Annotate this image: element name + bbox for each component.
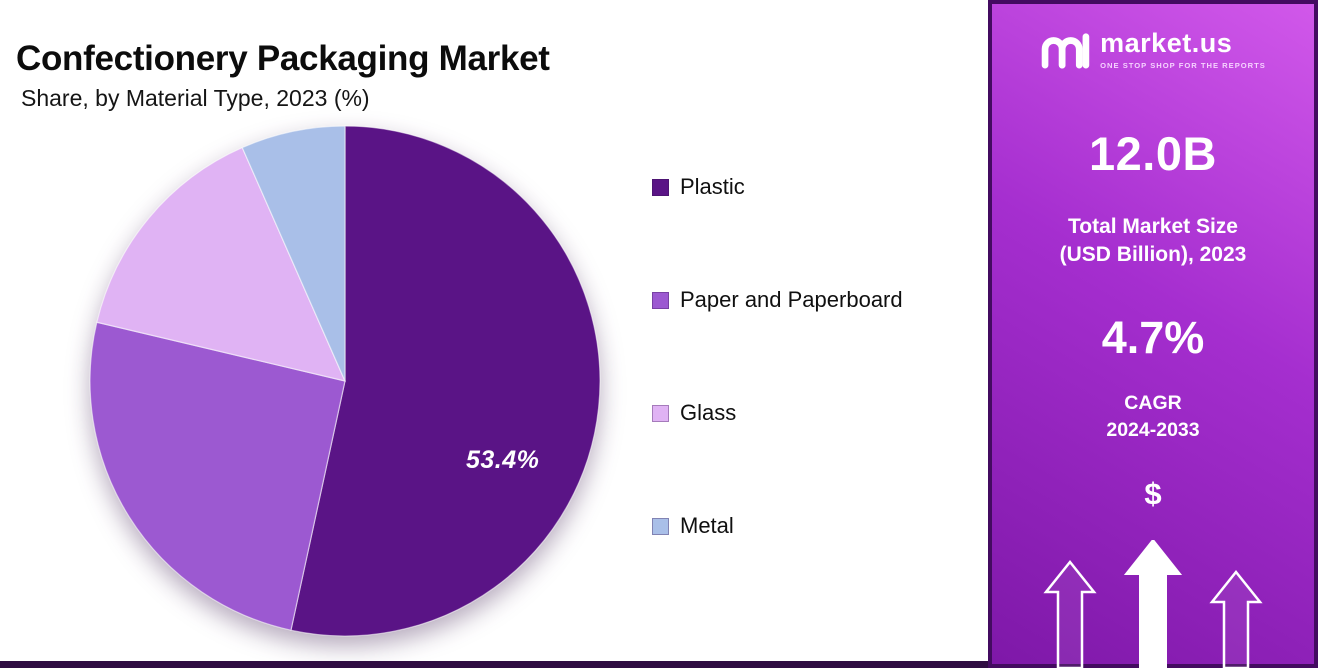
legend-item-paper-and-paperboard: Paper and Paperboard <box>652 287 903 313</box>
legend-label: Plastic <box>680 174 745 199</box>
brand-tagline: ONE STOP SHOP FOR THE REPORTS <box>1100 61 1266 70</box>
legend-item-glass: Glass <box>652 400 903 426</box>
pie-slice-plastic <box>290 125 601 637</box>
pie-slice-glass <box>96 146 347 382</box>
cagr-value: 4.7% <box>1101 311 1205 363</box>
legend-swatch <box>652 517 669 535</box>
legend-swatch <box>652 404 669 422</box>
legend: Plastic Paper and Paperboard Glass Metal <box>652 174 903 539</box>
growth-arrows-icon <box>1043 540 1263 668</box>
market-size-label-line2: (USD Billion), 2023 <box>1059 243 1247 267</box>
pie-slice-paper-and-paperboard <box>89 321 346 631</box>
legend-item-plastic: Plastic <box>652 174 903 200</box>
pie-chart: 53.4% <box>84 120 606 642</box>
cagr-label-line1: CAGR <box>1124 391 1182 414</box>
market-size-label: Total Market Size (USD Billion), 2023 <box>1060 213 1247 270</box>
cagr-label-line2: 2024-2033 <box>1106 418 1200 441</box>
brand-text: market.us ONE STOP SHOP FOR THE REPORTS <box>1100 28 1266 71</box>
cagr-label: CAGR 2024-2033 <box>1106 390 1199 445</box>
pie-data-label: 53.4% <box>466 446 540 474</box>
brand: market.us ONE STOP SHOP FOR THE REPORTS <box>1040 30 1266 70</box>
market-size-label-line1: Total Market Size <box>1067 215 1238 238</box>
legend-item-metal: Metal <box>652 513 903 539</box>
legend-swatch <box>652 178 669 196</box>
legend-swatch <box>652 291 669 309</box>
legend-label: Glass <box>680 400 737 425</box>
page-title: Confectionery Packaging Market <box>16 39 550 79</box>
market-size-value: 12.0B <box>1089 127 1217 180</box>
dollar-icon: $ <box>1144 476 1162 512</box>
legend-label: Metal <box>680 513 734 538</box>
pie-slice-metal <box>241 125 346 382</box>
chart-area: Confectionery Packaging Market Share, by… <box>0 39 988 668</box>
page-subtitle: Share, by Material Type, 2023 (%) <box>21 85 370 111</box>
bottom-strip <box>0 661 988 668</box>
pie-chart-svg <box>89 125 601 637</box>
sidebar: market.us ONE STOP SHOP FOR THE REPORTS … <box>988 0 1318 668</box>
legend-label: Paper and Paperboard <box>680 287 903 312</box>
marketus-logo-icon <box>1041 33 1090 69</box>
brand-name: market.us <box>1100 28 1233 58</box>
